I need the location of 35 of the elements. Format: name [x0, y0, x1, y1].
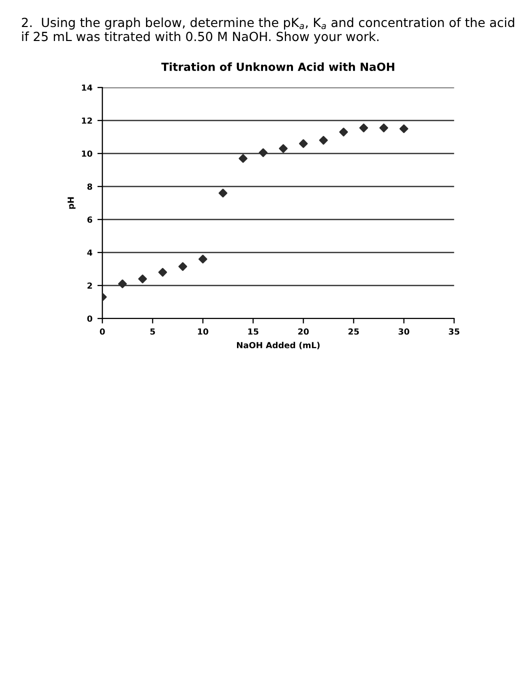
point [158, 268, 168, 277]
point [359, 124, 368, 132]
point [319, 136, 328, 145]
y-tick-label: 0 [87, 315, 92, 322]
point [278, 144, 288, 153]
y-tick-label: 2 [88, 282, 92, 289]
point [198, 254, 208, 264]
x-tick-label: 0 [100, 328, 105, 335]
chart-title: Titration of Unknown Acid with NaOH [161, 62, 394, 71]
point [299, 139, 308, 148]
x-tick-label: 30 [398, 328, 410, 335]
point [118, 279, 127, 288]
y-tick-label: 14 [82, 84, 92, 91]
point [178, 262, 188, 271]
point [400, 124, 408, 134]
x-tick-label: 35 [448, 328, 460, 335]
x-axis-title: NaOH Added (mL) [236, 342, 320, 350]
x-tick-label: 15 [248, 328, 258, 335]
x-tick-label: 20 [298, 328, 309, 335]
y-tick-label: 8 [87, 183, 92, 190]
point [238, 154, 248, 163]
x-tick-label: 25 [348, 328, 359, 335]
y-tick-label: 10 [82, 150, 92, 157]
y-tick-label: 12 [82, 117, 92, 124]
y-axis-title: pH [68, 197, 76, 209]
x-tick-label: 10 [198, 328, 208, 335]
point [218, 188, 228, 198]
point [339, 128, 348, 136]
text: 2. Using the graph below, determine the pK$_{a}$, K$_{a}$ and concentration of the acid if 25 mL was titrated with 0.50 M NaOH. Show your work. [22, 18, 514, 44]
y-tick-label: 6 [87, 216, 92, 223]
point [258, 148, 268, 158]
y-tick-label: 4 [87, 250, 92, 256]
point [138, 274, 147, 284]
x-tick-label: 5 [150, 328, 155, 335]
point [379, 124, 388, 132]
